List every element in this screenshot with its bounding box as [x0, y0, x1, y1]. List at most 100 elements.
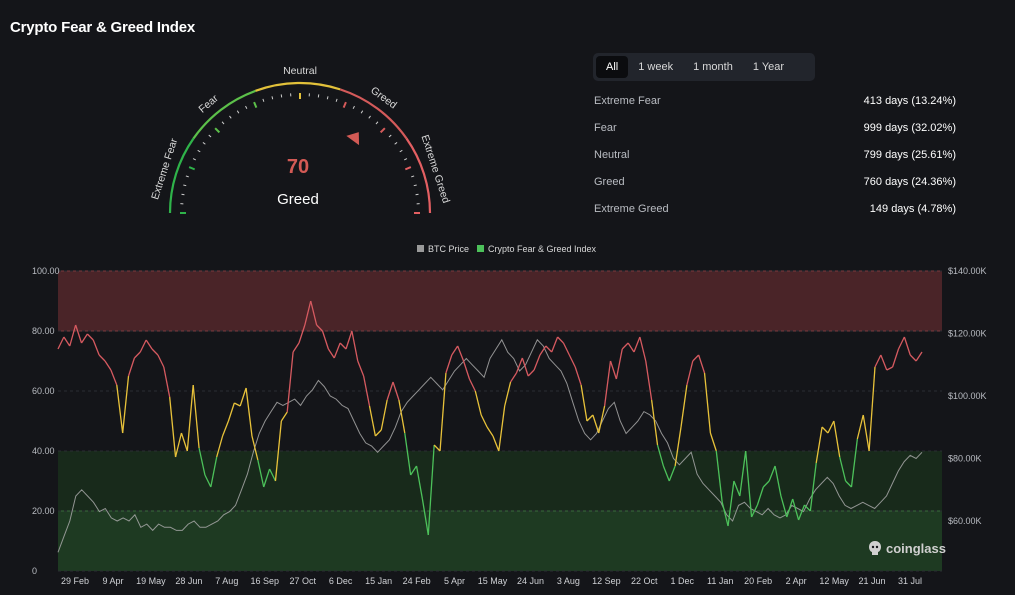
- series-fear-greed-segment: [715, 450, 723, 503]
- series-fear-greed-segment: [733, 480, 741, 497]
- stat-row-extreme-greed: Extreme Greed 149 days (4.78%): [594, 195, 956, 222]
- tab-1-week[interactable]: 1 week: [638, 61, 674, 73]
- x-tick-label: 28 Jun: [175, 576, 202, 586]
- gauge-tick: [360, 110, 364, 114]
- series-fear-greed-segment: [656, 444, 665, 467]
- series-fear-greed-segment: [797, 504, 806, 521]
- series-fear-greed-segment: [557, 336, 564, 344]
- series-fear-greed-segment: [457, 345, 465, 362]
- series-fear-greed-segment: [127, 357, 136, 377]
- stat-label: Fear: [594, 121, 617, 134]
- series-fear-greed-segment: [462, 360, 471, 380]
- series-fear-greed-segment: [398, 399, 406, 434]
- series-fear-greed-segment: [521, 357, 529, 377]
- gauge-tick: [192, 158, 196, 161]
- x-tick-label: 15 Jan: [365, 576, 392, 586]
- series-fear-greed-segment: [133, 351, 141, 359]
- series-fear-greed-segment: [603, 360, 612, 407]
- series-fear-greed-segment: [845, 480, 852, 488]
- y-right-tick-label: $100.00K: [948, 391, 987, 401]
- y-left-tick-label: 100.00: [32, 266, 60, 276]
- series-fear-greed-segment: [833, 420, 841, 458]
- series-fear-greed-segment: [897, 336, 905, 350]
- gauge-label: Greed: [277, 191, 319, 208]
- stat-value: 999 days (32.02%): [863, 121, 956, 134]
- series-fear-greed-segment: [891, 348, 900, 368]
- series-fear-greed-segment: [792, 498, 800, 521]
- series-fear-greed-segment: [333, 342, 341, 359]
- y-right-tick-label: $140.00K: [948, 266, 987, 276]
- x-tick-label: 6 Dec: [329, 576, 353, 586]
- series-fear-greed-segment: [645, 360, 653, 401]
- series-fear-greed-segment: [510, 372, 517, 383]
- series-fear-greed-segment: [451, 345, 459, 356]
- page-title: Crypto Fear & Greed Index: [10, 19, 196, 36]
- gauge-tick: [245, 105, 248, 109]
- series-fear-greed-segment: [880, 354, 888, 371]
- x-tick-label: 5 Apr: [444, 576, 465, 586]
- series-fear-greed-segment: [69, 324, 77, 347]
- series-fear-greed-segment: [415, 465, 424, 500]
- legend-swatch-btc: [417, 245, 424, 252]
- tab-1-year[interactable]: 1 Year: [752, 61, 785, 73]
- gauge-arc-2: [255, 81, 341, 92]
- gauge-tick: [368, 115, 371, 119]
- series-fear-greed-segment: [216, 435, 224, 458]
- series-fear-greed-segment: [392, 381, 400, 401]
- series-fear-greed-segment: [839, 456, 847, 482]
- series-fear-greed-segment: [157, 354, 165, 368]
- series-fear-greed-segment: [274, 420, 282, 482]
- gauge-tick: [404, 158, 408, 161]
- series-fear-greed-segment: [380, 399, 388, 431]
- series-fear-greed-segment: [815, 426, 823, 464]
- x-tick-label: 12 May: [819, 576, 849, 586]
- series-fear-greed-segment: [827, 420, 835, 434]
- series-fear-greed-segment: [698, 354, 706, 374]
- y-right-tick-label: $60.00K: [948, 516, 982, 526]
- series-fear-greed-segment: [721, 501, 729, 527]
- series-fear-greed-segment: [639, 336, 647, 362]
- x-tick-label: 19 May: [136, 576, 166, 586]
- y-left-tick-label: 20.00: [32, 506, 55, 516]
- gauge-tick: [236, 110, 240, 114]
- coinglass-logo-icon: [869, 541, 881, 555]
- series-fear-greed-segment: [210, 456, 218, 488]
- tab-all[interactable]: All: [596, 56, 629, 78]
- series-fear-greed-segment: [63, 336, 71, 347]
- gauge-arc-4: [405, 137, 432, 214]
- series-fear-greed-segment: [104, 360, 112, 371]
- time-range-tabs: All 1 week 1 month 1 Year: [593, 53, 815, 81]
- gauge-tick: [253, 101, 258, 109]
- series-fear-greed-segment: [75, 324, 83, 344]
- gauge-tick: [375, 121, 379, 125]
- stat-value: 760 days (24.36%): [863, 175, 956, 188]
- series-fear-greed-segment: [680, 384, 688, 428]
- x-tick-label: 7 Aug: [215, 576, 238, 586]
- stat-row-neutral: Neutral 799 days (25.61%): [594, 141, 956, 168]
- series-fear-greed-segment: [362, 375, 371, 407]
- gauge-tick: [188, 166, 196, 171]
- tab-1-month[interactable]: 1 month: [693, 61, 733, 73]
- gauge-zone-label: Extreme Fear: [149, 136, 180, 201]
- series-btc-price: [57, 338, 923, 553]
- series-fear-greed-segment: [122, 375, 130, 434]
- series-fear-greed-segment: [627, 342, 635, 353]
- series-fear-greed-segment: [92, 339, 100, 356]
- series-fear-greed-segment: [533, 354, 541, 371]
- gauge-arc-1: [192, 89, 256, 140]
- series-fear-greed-segment: [110, 369, 118, 386]
- series-fear-greed-segment: [574, 366, 582, 386]
- stat-row-fear: Fear 999 days (32.02%): [594, 114, 956, 141]
- series-fear-greed-segment: [192, 384, 200, 449]
- series-fear-greed-segment: [439, 372, 447, 452]
- series-fear-greed-segment: [786, 498, 794, 518]
- stat-label: Extreme Fear: [594, 94, 661, 107]
- series-fear-greed-segment: [692, 354, 700, 362]
- series-fear-greed-segment: [280, 411, 288, 422]
- series-fear-greed-segment: [263, 468, 271, 488]
- x-tick-label: 15 May: [478, 576, 508, 586]
- series-fear-greed-segment: [145, 339, 153, 350]
- x-tick-label: 27 Oct: [289, 576, 316, 586]
- series-fear-greed-segment: [304, 300, 312, 326]
- series-fear-greed-segment: [339, 342, 347, 350]
